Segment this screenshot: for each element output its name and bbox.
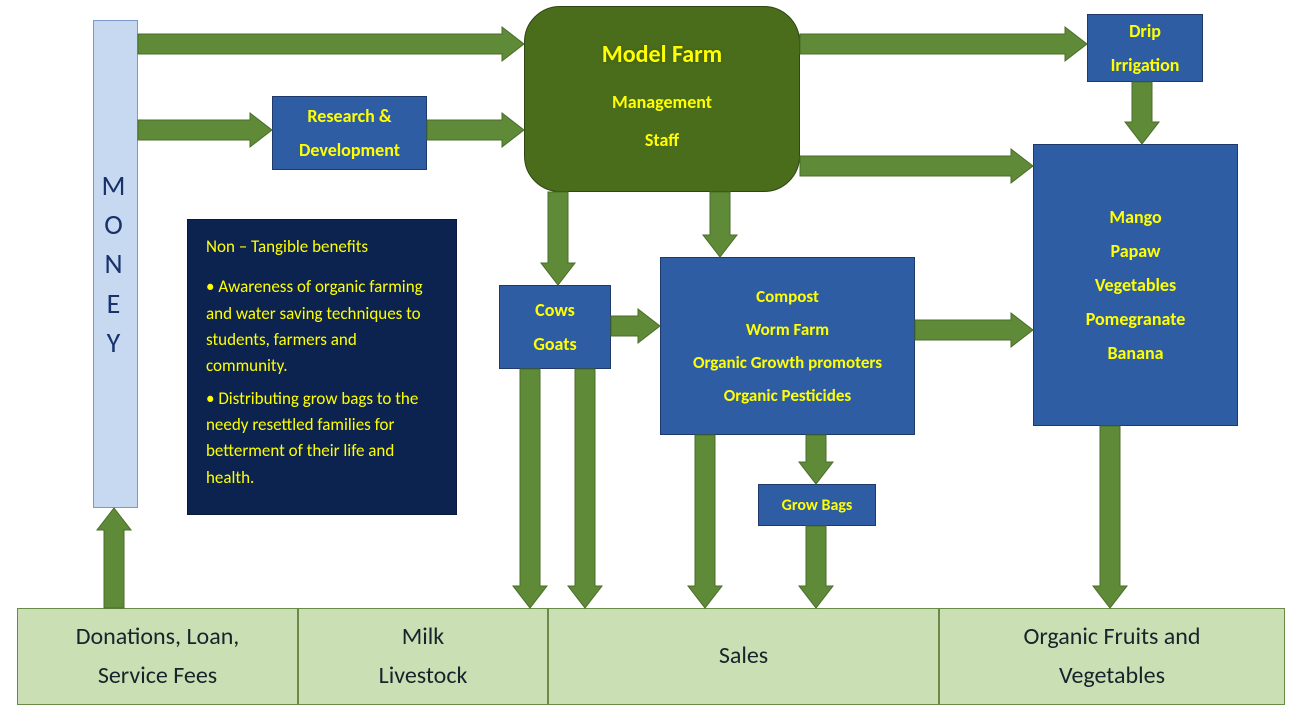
- bottom-cell-milk: Milk Livestock: [298, 608, 548, 705]
- research-line2: Development: [299, 139, 400, 161]
- drip-line2: Irrigation: [1111, 54, 1180, 76]
- arrow-growbags-to-bottom: [799, 526, 833, 608]
- arrow-cows-to-organic: [611, 309, 660, 343]
- benefits-box: Non – Tangible benefits • Awareness of o…: [187, 219, 457, 515]
- arrow-research-to-modelfarm: [427, 113, 524, 147]
- arrow-money-to-research: [138, 113, 272, 147]
- bottom-cell-organic: Organic Fruits and Vegetables: [939, 608, 1285, 705]
- bottom-cell-line: Organic Fruits and: [1023, 618, 1200, 656]
- model-farm-sub1: Management: [612, 91, 712, 113]
- arrow-organic-to-bottom: [688, 435, 722, 608]
- arrow-drip-to-crops: [1125, 82, 1159, 144]
- arrow-organic-to-crops: [915, 313, 1033, 347]
- organic-line2: Worm Farm: [746, 319, 829, 340]
- arrow-modelfarm-to-cows: [541, 192, 575, 285]
- cows-line1: Cows: [535, 299, 575, 321]
- organic-line3: Organic Growth promoters: [693, 352, 882, 373]
- drip-box: Drip Irrigation: [1087, 14, 1203, 82]
- bottom-cell-line: Milk: [402, 618, 444, 656]
- money-letter: E: [107, 284, 125, 323]
- arrow-modelfarm-to-organic: [703, 192, 737, 257]
- money-letter: N: [104, 244, 126, 283]
- money-letter: O: [104, 205, 127, 244]
- model-farm-box: Model Farm Management Staff: [524, 6, 800, 192]
- crops-line2: Papaw: [1111, 240, 1161, 262]
- cows-line2: Goats: [533, 333, 576, 355]
- arrow-money-to-modelfarm-top: [138, 27, 524, 61]
- crops-box: Mango Papaw Vegetables Pomegranate Banan…: [1033, 144, 1238, 426]
- arrow-cows-to-bottom-a: [513, 369, 547, 608]
- crops-line4: Pomegranate: [1086, 308, 1186, 330]
- bottom-cell-line: Service Fees: [98, 657, 217, 695]
- arrow-bottom-to-money: [97, 508, 131, 608]
- organic-inputs-box: Compost Worm Farm Organic Growth promote…: [660, 257, 915, 435]
- money-letter: Y: [107, 323, 125, 362]
- bottom-cell-donations: Donations, Loan, Service Fees: [17, 608, 298, 705]
- crops-line5: Banana: [1107, 342, 1163, 364]
- crops-line3: Vegetables: [1095, 274, 1176, 296]
- growbags-line: Grow Bags: [782, 496, 853, 515]
- benefits-item-2: • Distributing grow bags to the needy re…: [206, 386, 438, 491]
- model-farm-sub2: Staff: [645, 129, 679, 151]
- money-letter: M: [102, 166, 130, 205]
- bottom-cell-line: Vegetables: [1059, 657, 1165, 695]
- arrow-modelfarm-to-drip: [800, 27, 1087, 61]
- bottom-cell-sales: Sales: [548, 608, 939, 705]
- organic-line1: Compost: [756, 286, 819, 307]
- cows-box: Cows Goats: [499, 285, 611, 369]
- organic-line4: Organic Pesticides: [724, 385, 851, 406]
- drip-line1: Drip: [1129, 20, 1161, 42]
- bottom-row: Donations, Loan, Service Fees Milk Lives…: [17, 608, 1285, 705]
- crops-line1: Mango: [1109, 206, 1161, 228]
- arrow-crops-to-bottom: [1093, 426, 1127, 608]
- arrow-modelfarm-to-crops: [800, 149, 1033, 183]
- growbags-box: Grow Bags: [758, 484, 876, 526]
- benefits-item-1: • Awareness of organic farming and water…: [206, 274, 438, 379]
- bottom-cell-line: Livestock: [379, 657, 468, 695]
- bottom-cell-line: Donations, Loan,: [76, 618, 240, 656]
- benefits-title: Non – Tangible benefits: [206, 234, 368, 260]
- arrow-organic-to-growbags: [799, 435, 833, 484]
- research-box: Research & Development: [272, 96, 427, 170]
- arrow-cows-to-bottom-b: [568, 369, 602, 608]
- money-box: M O N E Y: [93, 20, 138, 508]
- research-line1: Research &: [307, 105, 391, 127]
- model-farm-title: Model Farm: [602, 40, 722, 69]
- bottom-cell-line: Sales: [719, 637, 768, 675]
